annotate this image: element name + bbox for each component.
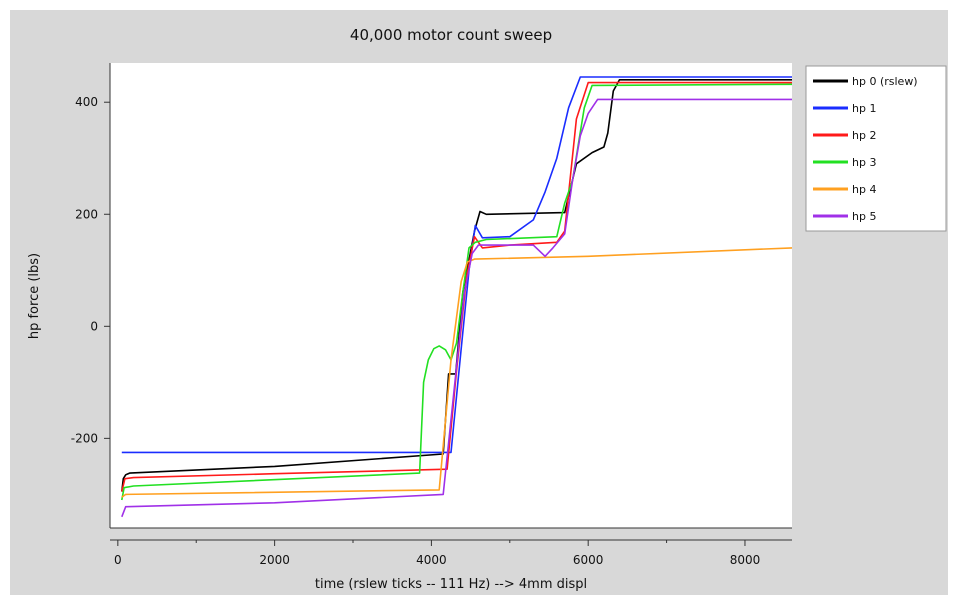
legend-label-3: hp 3 (852, 156, 876, 169)
x-tick-label: 4000 (416, 553, 447, 567)
legend-label-4: hp 4 (852, 183, 876, 196)
x-axis-label: time (rslew ticks -- 111 Hz) --> 4mm dis… (315, 577, 587, 592)
legend-items: hp 0 (rslew) hp 1 hp 2 hp 3 hp 4 hp 5 (813, 75, 918, 223)
y-tick-label: 400 (75, 95, 98, 109)
plot-area (110, 63, 792, 528)
series-line-0 (121, 79, 792, 492)
y-axis-label: hp force (lbs) (27, 253, 42, 339)
series-lines (121, 76, 793, 518)
chart-title: 40,000 motor count sweep (350, 26, 552, 44)
x-tick-label: 0 (114, 553, 122, 567)
x-tick-label: 8000 (730, 553, 761, 567)
legend (805, 65, 947, 232)
x-tick-label: 2000 (259, 553, 290, 567)
series-line-2 (121, 81, 792, 492)
x-tick-label: 6000 (573, 553, 604, 567)
y-tick-label: -200 (71, 431, 98, 445)
y-tick-label: 200 (75, 207, 98, 221)
series-line-1 (121, 76, 792, 454)
legend-label-0: hp 0 (rslew) (852, 75, 918, 88)
series-line-5 (121, 98, 792, 518)
series-line-4 (121, 247, 793, 498)
legend-label-2: hp 2 (852, 129, 876, 142)
legend-label-5: hp 5 (852, 210, 876, 223)
y-tick-label: 0 (90, 319, 98, 333)
legend-label-1: hp 1 (852, 102, 876, 115)
